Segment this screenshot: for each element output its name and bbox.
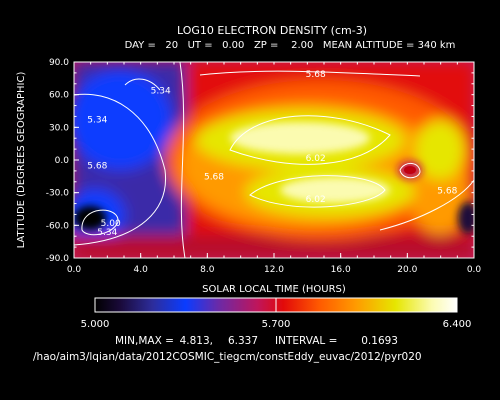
x-axis-label: SOLAR LOCAL TIME (HOURS): [202, 284, 346, 295]
contour-label: 5.68: [204, 172, 224, 182]
x-tick-label: 0.0: [467, 265, 482, 275]
x-tick-label: 12.0: [264, 265, 284, 275]
stats-max: 6.337: [228, 335, 258, 347]
stats-interval: 0.1693: [361, 335, 398, 347]
contour-label: 5.68: [87, 161, 107, 171]
contour-label: 6.02: [306, 154, 326, 164]
x-axis-ticks: 0.0 4.0 8.0 12.0 16.0 20.0 0.0: [67, 62, 482, 275]
y-axis-ticks: 90.0 60.0 30.0 0.0 -30.0 -60.0 -90.0: [46, 58, 474, 264]
contour-label: 5.34: [151, 86, 171, 96]
stats-min-label: MIN,MAX =: [115, 335, 174, 347]
x-tick-label: 20.0: [397, 265, 417, 275]
y-tick-label: 60.0: [49, 91, 69, 101]
y-tick-label: -30.0: [46, 189, 70, 199]
chart-title: LOG10 ELECTRON DENSITY (cm-3): [177, 24, 367, 37]
stats-interval-label: INTERVAL =: [275, 335, 337, 347]
colorbar-mid-label: 5.700: [262, 319, 291, 330]
y-tick-label: 30.0: [49, 123, 69, 133]
contour-label: 6.02: [306, 195, 326, 205]
contour-label: 5.68: [437, 186, 457, 196]
colorbar-min-label: 5.000: [81, 319, 110, 330]
heatmap-field: [74, 62, 474, 258]
colorbar-max-label: 6.400: [443, 319, 472, 330]
chart-subtitle: DAY = 20 UT = 0.00 ZP = 2.00 MEAN ALTITU…: [125, 40, 456, 51]
stats-min: 4.813,: [180, 335, 213, 347]
contour-label: 5.34: [87, 116, 107, 126]
y-tick-label: 90.0: [49, 58, 69, 68]
x-tick-label: 8.0: [200, 265, 215, 275]
contour-labels: 5.685.345.345.685.686.026.025.685.005.34: [87, 70, 457, 238]
y-tick-label: -60.0: [46, 221, 70, 231]
contour-label: 5.34: [97, 228, 117, 238]
contour-label: 5.00: [101, 219, 121, 229]
x-tick-label: 0.0: [67, 265, 82, 275]
footer-path: /hao/aim3/lqian/data/2012COSMIC_tiegcm/c…: [33, 351, 422, 363]
x-tick-label: 16.0: [331, 265, 351, 275]
y-tick-label: 0.0: [55, 156, 70, 166]
y-axis-label: LATITUDE (DEGREES GEOGRAPHIC): [16, 72, 27, 249]
x-tick-label: 4.0: [134, 265, 149, 275]
contour-label: 5.68: [306, 70, 326, 80]
y-tick-label: -90.0: [46, 254, 70, 264]
